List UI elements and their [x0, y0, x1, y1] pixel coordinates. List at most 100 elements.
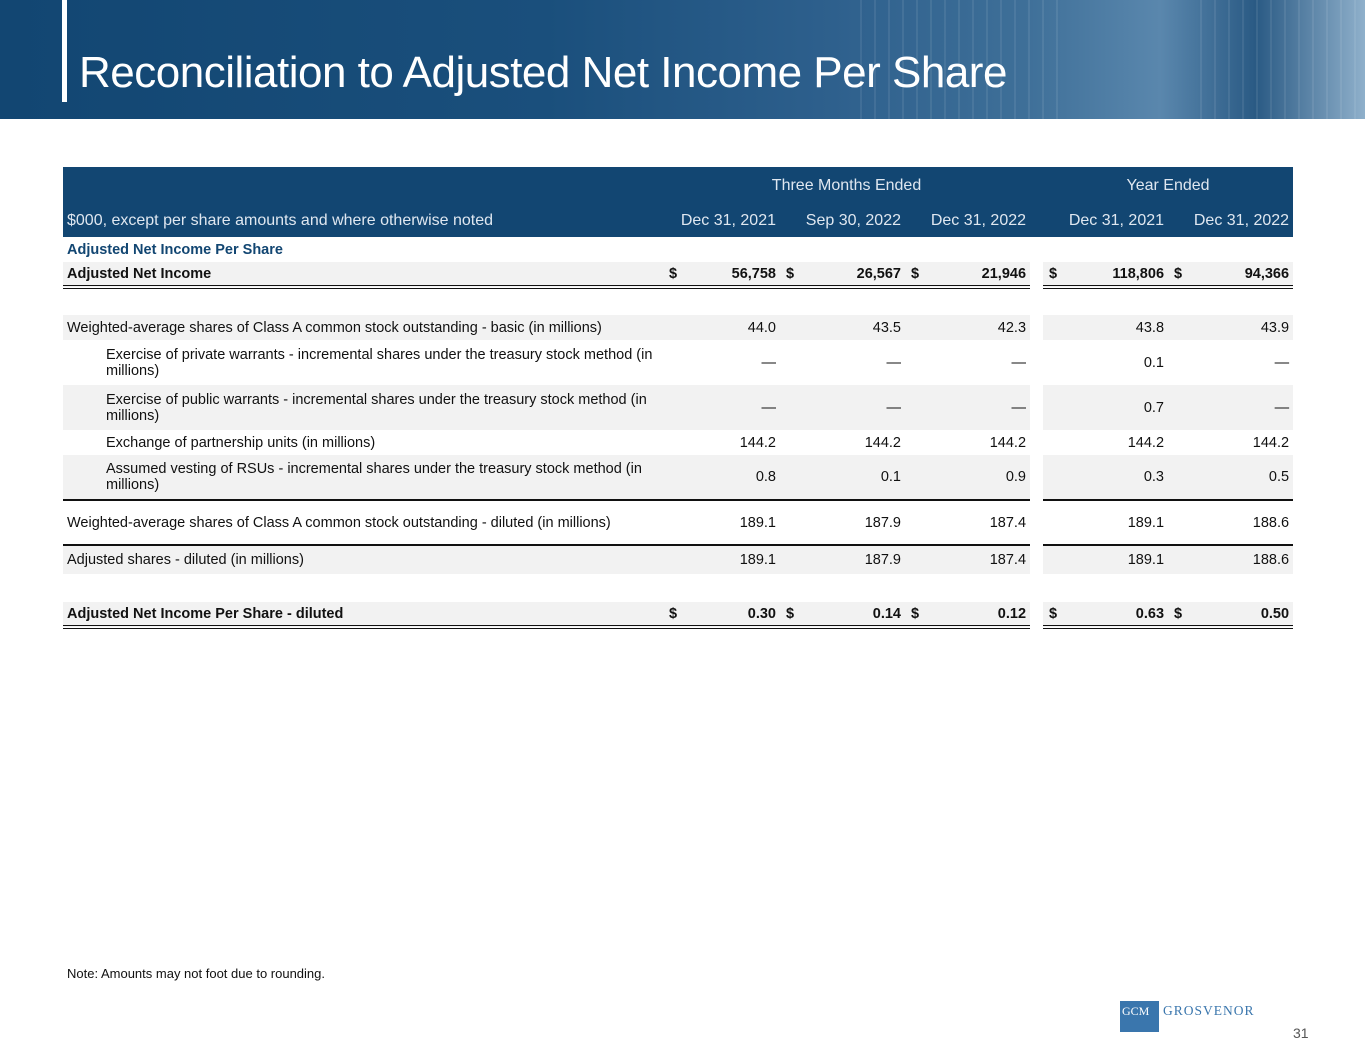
cell-value: 144.2	[739, 434, 776, 451]
cell-value: 144.2	[989, 434, 1027, 451]
row-label: Adjusted Net Income Per Share - diluted	[63, 602, 663, 629]
currency-symbol	[1043, 500, 1072, 546]
cell-value: 188.6	[1196, 545, 1294, 574]
header-banner: Reconciliation to Adjusted Net Income Pe…	[0, 0, 1365, 119]
currency-symbol	[780, 545, 808, 574]
group-three-months: Three Months Ended	[663, 167, 1031, 205]
cell-value: 187.4	[933, 500, 1031, 546]
currency-symbol	[1168, 500, 1197, 546]
currency-symbol: $	[780, 602, 808, 629]
row-label: Assumed vesting of RSUs - incremental sh…	[63, 455, 663, 501]
currency-symbol	[1043, 315, 1072, 340]
column-header: Dec 31, 2022	[1168, 205, 1294, 237]
cell-value: 144.2	[1127, 434, 1165, 451]
column-header: Dec 31, 2022	[905, 205, 1031, 237]
cell-value: 189.1	[1071, 500, 1169, 546]
reconciliation-table: Three Months Ended Year Ended $000, exce…	[63, 167, 1294, 629]
row-label: Exchange of partnership units (in millio…	[106, 434, 376, 451]
footnote: Note: Amounts may not foot due to roundi…	[67, 966, 325, 981]
cell-value: 144.2	[864, 434, 901, 451]
spacer-row	[63, 574, 1294, 602]
currency-symbol: $	[1043, 262, 1072, 289]
cell-value: 0.1	[1143, 354, 1165, 371]
currency-symbol	[905, 340, 933, 385]
cell-value: 0.50	[1196, 602, 1294, 629]
table-row: Adjusted Net Income Per Share - diluted $…	[63, 602, 1294, 629]
row-label: Adjusted shares - diluted (in millions)	[63, 545, 663, 574]
currency-symbol	[780, 500, 808, 546]
column-header: Sep 30, 2022	[780, 205, 905, 237]
currency-symbol: $	[1168, 262, 1197, 289]
cell-value: 0.5	[1196, 455, 1294, 501]
cell-value: 0.14	[808, 602, 905, 629]
currency-symbol	[905, 545, 933, 574]
currency-symbol	[1168, 455, 1197, 501]
cell-value: —	[886, 354, 902, 371]
cell-value: —	[761, 354, 777, 371]
cell-value: —	[1011, 354, 1027, 371]
row-label: Exercise of public warrants - incrementa…	[63, 385, 663, 430]
currency-symbol: $	[905, 602, 933, 629]
currency-symbol	[780, 315, 808, 340]
cell-value: 0.9	[933, 455, 1031, 501]
cell-value: 187.9	[808, 500, 905, 546]
cell-value: 188.6	[1196, 500, 1294, 546]
cell-value: 189.1	[691, 545, 780, 574]
currency-symbol	[1168, 385, 1197, 430]
currency-symbol	[780, 455, 808, 501]
currency-symbol	[780, 430, 808, 455]
group-year: Year Ended	[1043, 167, 1294, 205]
spacer-row	[63, 287, 1294, 315]
cell-value: —	[691, 385, 780, 430]
cell-value: 0.1	[808, 455, 905, 501]
currency-symbol	[1168, 430, 1196, 455]
cell-value: 21,946	[933, 262, 1031, 289]
gcm-grosvenor-logo: GCM GROSVENOR	[1120, 1001, 1255, 1032]
cell-value: —	[808, 385, 905, 430]
cell-value: 44.0	[691, 315, 780, 340]
cell-value: 43.8	[1071, 315, 1169, 340]
table-row: Exercise of public warrants - incrementa…	[63, 385, 1294, 430]
cell-value: 187.9	[808, 545, 905, 574]
currency-symbol	[663, 430, 691, 455]
cell-value: 0.3	[1071, 455, 1169, 501]
currency-symbol: $	[1043, 602, 1072, 629]
cell-value: 0.8	[691, 455, 780, 501]
cell-value: 43.5	[808, 315, 905, 340]
cell-value: —	[1274, 354, 1290, 371]
cell-value: 0.7	[1071, 385, 1169, 430]
cell-value: 0.63	[1071, 602, 1169, 629]
currency-symbol	[905, 315, 933, 340]
currency-symbol	[663, 500, 691, 546]
currency-symbol: $	[905, 262, 933, 289]
accent-bar	[62, 0, 67, 102]
cell-value: 189.1	[691, 500, 780, 546]
cell-value: 43.9	[1196, 315, 1294, 340]
currency-symbol	[1043, 340, 1071, 385]
currency-symbol	[663, 385, 691, 430]
table-row: Assumed vesting of RSUs - incremental sh…	[63, 455, 1294, 501]
currency-symbol	[780, 385, 808, 430]
currency-symbol	[1168, 545, 1197, 574]
cell-value: 118,806	[1071, 262, 1169, 289]
currency-symbol	[663, 340, 691, 385]
cell-value: 144.2	[1252, 434, 1290, 451]
cell-value: 26,567	[808, 262, 905, 289]
column-header: Dec 31, 2021	[1043, 205, 1169, 237]
currency-symbol: $	[663, 602, 691, 629]
page-title: Reconciliation to Adjusted Net Income Pe…	[79, 48, 1007, 97]
currency-symbol: $	[663, 262, 691, 289]
row-label: Weighted-average shares of Class A commo…	[63, 315, 663, 340]
page-number: 31	[1293, 1025, 1309, 1041]
currency-symbol	[905, 500, 933, 546]
cell-value: 0.12	[933, 602, 1031, 629]
currency-symbol	[1043, 385, 1072, 430]
table-row: Exercise of private warrants - increment…	[63, 340, 1293, 385]
cell-value: —	[933, 385, 1031, 430]
currency-symbol	[663, 455, 691, 501]
cell-value: 42.3	[933, 315, 1031, 340]
row-label: Exercise of private warrants - increment…	[106, 346, 653, 379]
currency-symbol	[1043, 545, 1072, 574]
table-row: Weighted-average shares of Class A commo…	[63, 500, 1294, 546]
logo-box: GCM	[1120, 1001, 1159, 1032]
